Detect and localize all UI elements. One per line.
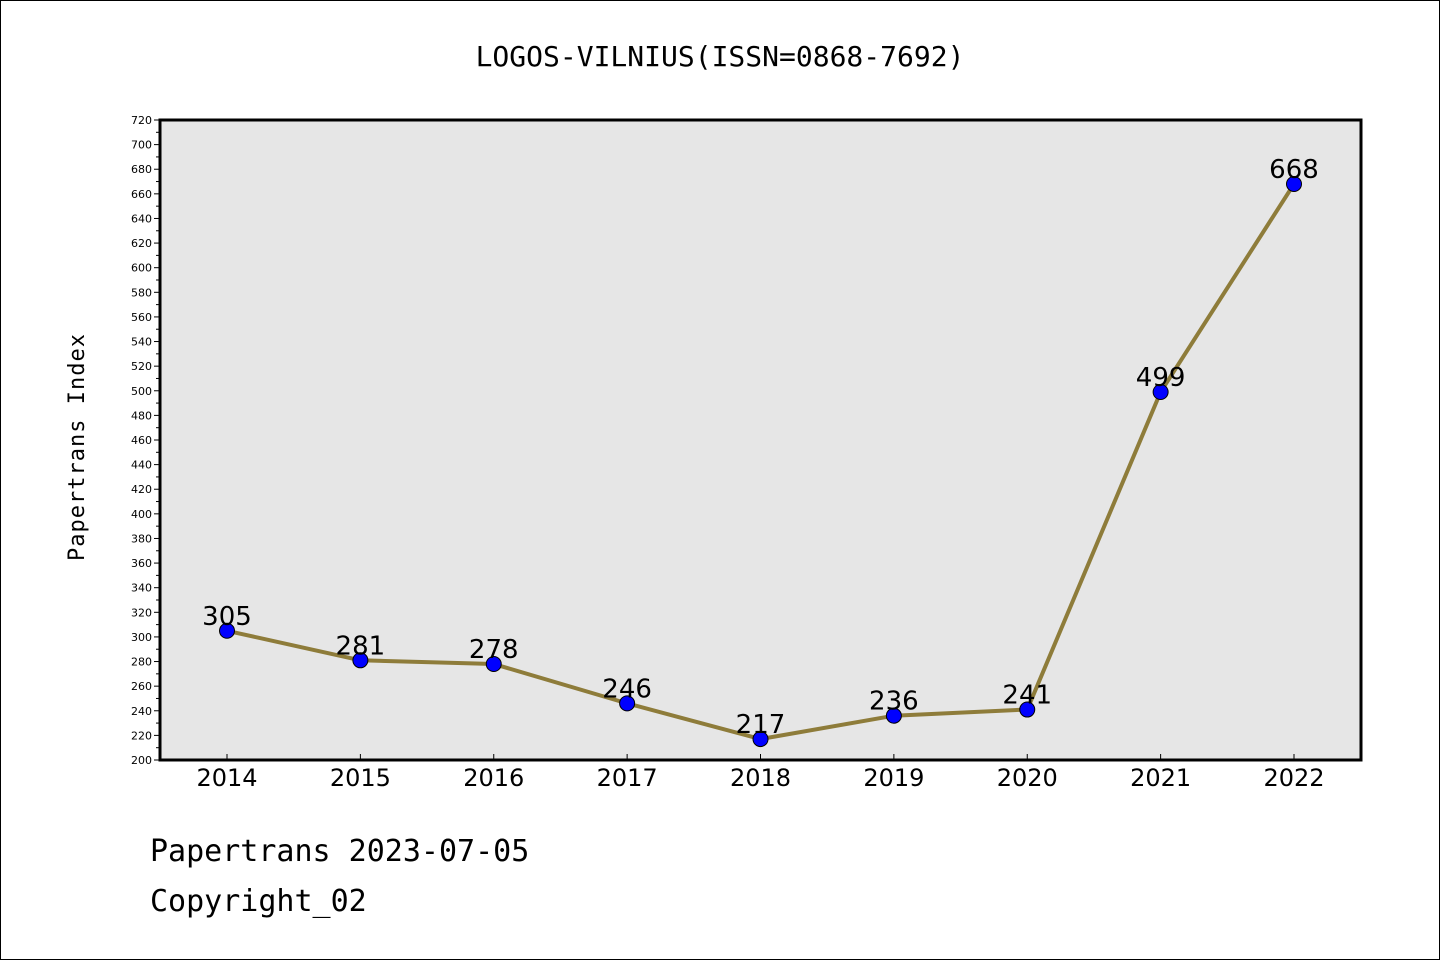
data-label: 246 bbox=[602, 674, 652, 704]
x-tick-label: 2021 bbox=[1130, 764, 1191, 792]
y-tick-label: 680 bbox=[131, 163, 152, 176]
y-tick-label: 540 bbox=[131, 336, 152, 349]
y-tick-label: 460 bbox=[131, 434, 152, 447]
y-tick-label: 520 bbox=[131, 360, 152, 373]
x-axis: 2014 2015 2016 2017 2018 2019 2020 2021 2022 bbox=[196, 754, 1325, 792]
footer-date: Papertrans 2023-07-05 bbox=[150, 834, 530, 869]
y-tick-label: 660 bbox=[131, 188, 152, 201]
y-tick-label: 220 bbox=[131, 729, 152, 742]
data-point bbox=[485, 656, 502, 672]
data-point bbox=[1286, 176, 1302, 192]
y-tick-label: 400 bbox=[131, 508, 152, 521]
data-label: 278 bbox=[469, 635, 519, 665]
y-tick-label: 640 bbox=[131, 212, 152, 225]
x-tick-label: 2017 bbox=[597, 764, 658, 792]
y-tick-label: 260 bbox=[131, 680, 152, 693]
x-tick-label: 2019 bbox=[863, 764, 924, 792]
data-point bbox=[1019, 701, 1036, 718]
data-label: 499 bbox=[1136, 363, 1186, 393]
y-tick-label: 240 bbox=[131, 705, 152, 718]
y-tick-label: 700 bbox=[131, 139, 152, 152]
data-label: 305 bbox=[202, 602, 252, 632]
y-tick-label: 420 bbox=[131, 483, 152, 496]
data-label: 281 bbox=[336, 631, 386, 661]
data-label: 241 bbox=[1002, 681, 1052, 711]
data-point bbox=[752, 731, 769, 748]
y-tick-label: 440 bbox=[131, 459, 152, 472]
y-tick-label: 320 bbox=[131, 606, 152, 619]
y-tick-label: 480 bbox=[131, 409, 152, 422]
y-tick-label: 200 bbox=[131, 754, 152, 767]
x-tick-label: 2018 bbox=[730, 764, 791, 792]
y-tick-label: 500 bbox=[131, 385, 152, 398]
data-label: 668 bbox=[1269, 155, 1319, 185]
y-tick-label: 300 bbox=[131, 631, 152, 644]
y-axis: 200 220 240 260 280 300 320 340 360 380 400 420 440 4… bbox=[131, 114, 160, 767]
y-tick-label: 720 bbox=[131, 114, 152, 127]
x-tick-label: 2022 bbox=[1263, 764, 1324, 792]
x-tick-label: 2014 bbox=[196, 764, 257, 792]
footer-copyright: Copyright_02 bbox=[150, 884, 367, 919]
x-tick-label: 2015 bbox=[330, 764, 391, 792]
y-tick-label: 380 bbox=[131, 532, 152, 545]
series-group: 305 281 278 246 217 236 241 499 668 bbox=[202, 155, 1319, 748]
data-point bbox=[1152, 384, 1169, 400]
y-tick-label: 280 bbox=[131, 656, 152, 669]
data-point bbox=[219, 622, 235, 639]
data-point bbox=[619, 695, 636, 712]
y-tick-label: 360 bbox=[131, 557, 152, 570]
y-tick-label: 580 bbox=[131, 286, 152, 299]
data-point bbox=[885, 707, 902, 724]
x-tick-label: 2016 bbox=[463, 764, 524, 792]
chart-title: LOGOS-VILNIUS(ISSN=0868-7692) bbox=[476, 40, 965, 73]
y-axis-label: Papertrans Index bbox=[65, 333, 90, 561]
y-tick-label: 600 bbox=[131, 262, 152, 275]
plot-area bbox=[158, 118, 1363, 762]
data-point bbox=[352, 652, 369, 669]
y-tick-label: 560 bbox=[131, 311, 152, 324]
y-tick-label: 340 bbox=[131, 582, 152, 595]
x-tick-label: 2020 bbox=[997, 764, 1058, 792]
data-label: 236 bbox=[869, 687, 919, 717]
y-tick-label: 620 bbox=[131, 237, 152, 250]
data-label: 217 bbox=[736, 710, 786, 740]
